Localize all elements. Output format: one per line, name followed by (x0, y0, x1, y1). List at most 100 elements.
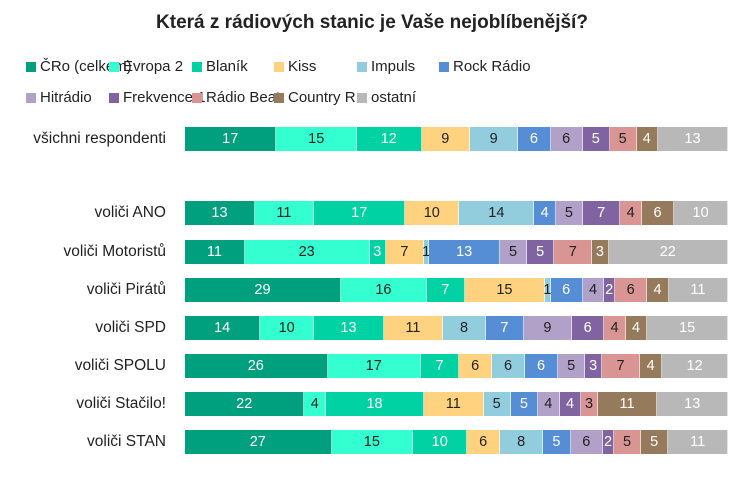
category-label: voliči Motoristů (63, 243, 167, 260)
data-label: 7 (597, 205, 606, 221)
bar-segment: 13 (658, 127, 728, 151)
data-label: 13 (684, 396, 701, 412)
legend-item: Blaník (192, 58, 248, 75)
data-label: 7 (441, 282, 450, 298)
bar-segment: 5 (483, 392, 511, 416)
bar-segment: 7 (582, 201, 621, 225)
data-label: 5 (492, 396, 501, 412)
data-label: 23 (298, 244, 315, 260)
bar-segment: 5 (557, 354, 586, 378)
bar-segment: 3 (592, 240, 609, 264)
data-label: 17 (351, 205, 368, 221)
bar-segment: 5 (609, 127, 637, 151)
bar-segment: 17 (185, 127, 277, 151)
data-label: 16 (375, 282, 392, 298)
legend-item: Rock Rádio (439, 58, 531, 75)
bar-segment: 13 (657, 392, 728, 416)
bar-segment: 5 (641, 430, 669, 454)
bar-segment: 4 (640, 354, 663, 378)
bar-segment: 6 (615, 278, 648, 302)
data-label: 11 (405, 320, 421, 336)
bar-segment: 5 (555, 201, 583, 225)
data-label: 5 (567, 358, 576, 374)
legend-item: Impuls (357, 58, 415, 75)
legend-label: ČRo (celkem) (40, 58, 132, 75)
bar-segment: 4 (304, 392, 327, 416)
data-label: 11 (690, 434, 706, 450)
bar-segment: 14 (185, 316, 261, 340)
bar-segment: 12 (357, 127, 422, 151)
bar-segment: 7 (385, 240, 424, 264)
data-label: 6 (653, 205, 662, 221)
legend-label: Kiss (288, 58, 317, 75)
data-label: 5 (519, 396, 528, 412)
data-label: 6 (583, 320, 592, 336)
legend-item: ostatní (357, 89, 416, 106)
data-label: 6 (471, 358, 480, 374)
bar-segment: 6 (459, 354, 493, 378)
data-label: 10 (423, 205, 440, 221)
bar-segment: 13 (314, 316, 384, 340)
data-label: 11 (619, 396, 635, 412)
legend-item: Rádio Beat (192, 89, 280, 106)
data-label: 4 (310, 396, 319, 412)
category-label: voliči Pirátů (86, 281, 166, 298)
legend-label: ostatní (371, 89, 417, 106)
bar-segment: 4 (582, 278, 605, 302)
bar-segment: 2 (604, 278, 616, 302)
bar-segment: 10 (413, 430, 468, 454)
data-label: 3 (589, 358, 598, 374)
category-label: voliči SPOLU (74, 357, 166, 374)
data-label: 9 (489, 131, 498, 147)
data-label: 4 (642, 131, 651, 147)
legend-item: Country R. (274, 89, 360, 106)
data-label: 2 (605, 282, 614, 298)
data-label: 11 (445, 396, 461, 412)
legend-swatch (26, 92, 36, 103)
bar-segment: 23 (244, 240, 370, 264)
bar-segment: 13 (429, 240, 500, 264)
bar-segment: 4 (559, 392, 582, 416)
legend-swatch (357, 92, 367, 103)
legend-label: Blaník (206, 58, 248, 75)
data-label: 7 (500, 320, 509, 336)
data-label: 5 (591, 131, 600, 147)
data-label: 1 (422, 244, 431, 260)
data-label: 8 (517, 434, 526, 450)
bar-segment: 5 (613, 430, 642, 454)
bar-segment: 7 (420, 354, 460, 378)
bar-segment: 3 (369, 240, 386, 264)
data-label: 12 (686, 358, 703, 374)
data-label: 18 (366, 396, 383, 412)
bar-segment: 9 (421, 127, 470, 151)
data-label: 15 (308, 131, 325, 147)
bar-segment: 10 (405, 201, 460, 225)
legend-item: Kiss (274, 58, 316, 75)
data-label: 14 (214, 320, 231, 336)
bar-segment: 7 (601, 354, 641, 378)
data-label: 3 (584, 396, 594, 412)
data-label: 10 (278, 320, 295, 336)
data-label: 5 (564, 205, 573, 221)
bar-segment: 15 (331, 430, 414, 454)
data-label: 12 (380, 131, 397, 147)
bar-segment: 17 (327, 354, 421, 378)
chart-title: Která z rádiových stanic je Vaše nejoblí… (156, 12, 588, 33)
bar-segment: 29 (185, 278, 341, 302)
data-label: 8 (460, 320, 469, 336)
data-label: 22 (659, 244, 676, 260)
data-label: 4 (565, 396, 575, 412)
data-label: 13 (684, 131, 701, 147)
data-label: 7 (435, 358, 444, 374)
category-label: všichni respondenti (33, 130, 166, 147)
data-label: 4 (610, 320, 619, 336)
bar-segment: 7 (486, 316, 524, 340)
bar-segment: 15 (276, 127, 358, 151)
legend-item: Frekvence 1 (109, 89, 206, 106)
data-label: 11 (690, 282, 706, 298)
data-label: 4 (646, 358, 655, 374)
data-label: 11 (276, 205, 292, 221)
data-label: 6 (562, 131, 571, 147)
data-label: 4 (632, 320, 641, 336)
